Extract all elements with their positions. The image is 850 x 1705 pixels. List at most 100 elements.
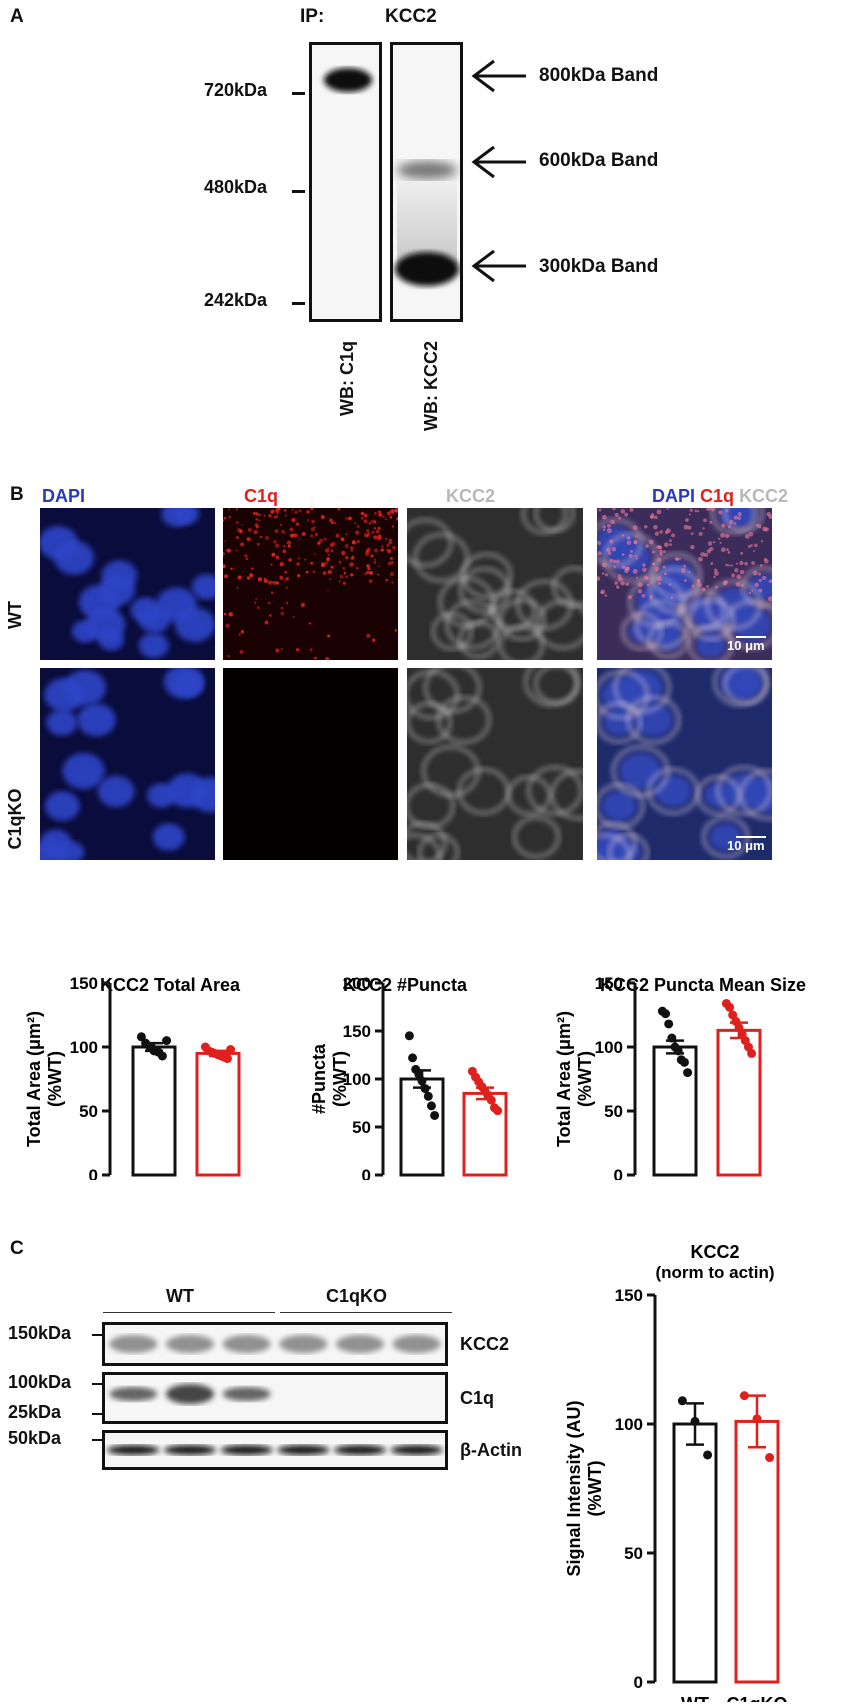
y-tick-label: 100	[343, 1070, 371, 1089]
panel-a-label: A	[10, 6, 24, 27]
marker-480-tick	[292, 190, 305, 193]
y-axis-label-unit: (%WT)	[330, 1051, 350, 1107]
data-point	[683, 1068, 693, 1078]
data-point	[157, 1051, 167, 1061]
data-point	[752, 1414, 762, 1424]
x-tick-label: WT	[681, 1694, 709, 1702]
y-tick-label: 150	[615, 1286, 643, 1305]
channel-c1q: C1q	[244, 486, 279, 506]
bar-wt	[652, 1045, 698, 1177]
actin-band	[107, 1445, 160, 1455]
data-point	[661, 1009, 671, 1019]
y-axis-label: #Puncta	[309, 1043, 329, 1114]
data-point	[423, 1091, 433, 1101]
data-point	[679, 1057, 689, 1067]
panel-c-label: C	[10, 1238, 24, 1259]
y-tick-label: 100	[595, 1038, 623, 1057]
bar-c1qko	[734, 1419, 780, 1684]
x-tick-label: C1qKO	[726, 1694, 787, 1702]
c-marker-100-tick	[92, 1383, 102, 1385]
merge-c1q-label: C1q	[700, 486, 735, 506]
y-axis-label-unit: (%WT)	[575, 1051, 595, 1107]
data-point	[673, 1046, 683, 1056]
y-tick-label: 0	[362, 1166, 371, 1180]
y-tick-label: 0	[614, 1166, 623, 1180]
data-point	[667, 1033, 677, 1043]
chart-title: KCC2 #Puncta	[343, 975, 468, 995]
bar-wt	[399, 1077, 445, 1177]
y-axis-label-unit: (%WT)	[45, 1051, 65, 1107]
blot-lane-kcc2	[390, 42, 463, 322]
band-800: 800kDa Band	[539, 65, 659, 86]
data-point	[739, 1391, 749, 1401]
y-axis-label: Total Area (μm²)	[24, 1011, 44, 1147]
data-point	[136, 1032, 146, 1042]
bar-c1qko	[195, 1051, 241, 1177]
bar-wt	[672, 1422, 718, 1684]
c1q-band	[109, 1387, 158, 1401]
actin-band	[390, 1445, 443, 1455]
micrograph-c1qko-kcc2	[407, 668, 583, 860]
c-marker-50: 50kDa	[8, 1428, 62, 1448]
bar-c1qko	[462, 1091, 508, 1177]
y-tick-label: 50	[79, 1102, 98, 1121]
actin-band	[334, 1445, 386, 1455]
y-tick-label: 150	[595, 974, 623, 993]
c-marker-25: 25kDa	[8, 1402, 62, 1422]
data-point	[226, 1045, 236, 1055]
actin-band	[220, 1445, 273, 1455]
bar-wt	[131, 1045, 177, 1177]
merge-dapi-label: DAPI	[652, 486, 696, 506]
protein-c1q: C1q	[460, 1388, 495, 1408]
data-point	[420, 1084, 430, 1094]
scale-bar	[736, 836, 766, 838]
chart-kcc2-norm-actin: KCC2(norm to actin) 0 50 100 150 Signal Inten…	[564, 1242, 788, 1702]
band-300: 300kDa Band	[539, 256, 659, 277]
y-tick-label: 100	[615, 1415, 643, 1434]
merge-kcc2-label: KCC2	[739, 486, 789, 506]
data-point	[222, 1054, 232, 1064]
data-point	[765, 1453, 775, 1463]
chart-kcc2-puncta-size: KCC2 Puncta Mean Size 0 50 100 150 Total Area…	[555, 974, 806, 1180]
y-tick-label: 0	[89, 1166, 98, 1180]
y-tick-label: 150	[343, 1022, 371, 1041]
chart-kcc2-total-area: KCC2 Total Area 0 50 100 150 Total Area (μm²)…	[24, 974, 241, 1180]
actin-band	[277, 1445, 330, 1455]
y-tick-label: 150	[70, 974, 98, 993]
data-point	[747, 1048, 757, 1058]
kcc2-band	[109, 1335, 158, 1353]
group-wt-line	[103, 1312, 275, 1313]
c1q-band	[166, 1384, 214, 1404]
micrograph-wt-dapi	[40, 508, 215, 660]
data-point	[414, 1069, 424, 1079]
data-point	[426, 1101, 436, 1111]
data-point	[430, 1110, 440, 1120]
group-c1qko-line	[280, 1312, 452, 1313]
c-marker-150-tick	[92, 1334, 102, 1336]
y-axis-label-unit: (%WT)	[585, 1461, 605, 1517]
y-axis-label: Signal Intensity (AU)	[564, 1400, 584, 1576]
protein-actin: β-Actin	[460, 1440, 522, 1460]
kcc2-band	[279, 1335, 328, 1353]
channel-merge: DAPI C1q KCC2	[652, 486, 788, 507]
data-point	[725, 1002, 735, 1012]
data-point	[664, 1019, 674, 1029]
c1q-band	[222, 1387, 271, 1401]
ip-label: IP:	[300, 6, 325, 27]
scale-bar-label: 10 μm	[727, 638, 765, 653]
row-label-c1qko: C1qKO	[5, 788, 25, 850]
y-tick-label: 50	[624, 1544, 643, 1563]
y-tick-label: 50	[604, 1102, 623, 1121]
wb-c1q-label: WB: C1q	[337, 341, 357, 416]
data-point	[162, 1036, 172, 1046]
micrograph-c1qko-merge: 10 μm	[597, 668, 772, 860]
kcc2-band	[336, 1335, 384, 1353]
marker-720: 720kDa	[204, 80, 268, 100]
data-point	[690, 1416, 700, 1426]
marker-242: 242kDa	[204, 290, 268, 310]
chart-subtitle: (norm to actin)	[656, 1263, 775, 1282]
panel-b-label: B	[10, 484, 24, 505]
chart-title: KCC2 Puncta Mean Size	[600, 975, 806, 995]
marker-242-tick	[292, 302, 305, 305]
kcc2-band	[166, 1335, 214, 1353]
